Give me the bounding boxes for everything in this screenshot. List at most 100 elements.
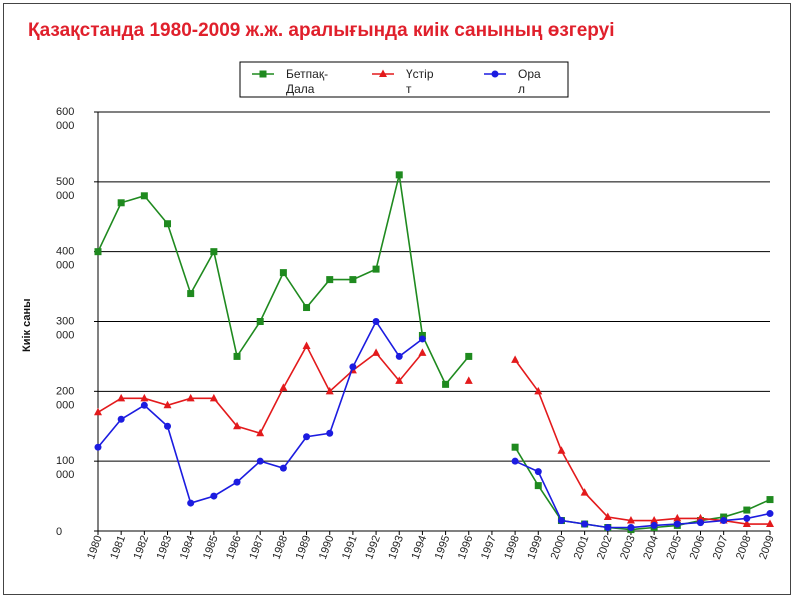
series-line <box>514 460 771 529</box>
series-Үстірт <box>94 341 774 528</box>
data-point <box>395 171 403 179</box>
data-point <box>256 318 264 325</box>
x-tick-label: 1983 <box>155 534 175 561</box>
x-tick-label: 1992 <box>363 534 383 561</box>
x-tick-label: 1996 <box>456 534 476 561</box>
legend-entry-label-line2: т <box>406 82 412 96</box>
y-tick-label-line2: 000 <box>56 330 74 342</box>
data-point <box>534 468 542 476</box>
y-tick-label: 0 <box>56 526 62 538</box>
legend-entry-label: Ора <box>518 67 541 81</box>
data-point <box>140 192 148 200</box>
x-tick-label: 1997 <box>479 534 499 561</box>
y-tick-label-line2: 000 <box>56 260 74 272</box>
x-tick-label: 2001 <box>572 534 592 561</box>
y-tick-label-line2: 000 <box>56 120 74 132</box>
y-tick-labels: 0 100 000 200 000 300 000 400 000 500 000 600 000 <box>56 106 74 538</box>
series-group <box>94 171 774 534</box>
legend-swatch-marker <box>491 70 499 78</box>
data-point <box>117 199 125 207</box>
y-tick-label-line2: 000 <box>56 399 74 411</box>
data-point <box>743 506 751 514</box>
x-tick-label: 1998 <box>502 534 522 561</box>
data-point <box>743 514 751 522</box>
y-tick-label-line2: 000 <box>56 469 74 481</box>
data-point <box>279 383 288 391</box>
x-tick-label: 1984 <box>178 534 198 561</box>
data-point <box>279 464 287 472</box>
data-point <box>395 352 403 360</box>
series-line <box>97 319 423 505</box>
y-axis-label: Киік саны <box>21 298 33 352</box>
data-point <box>302 341 311 349</box>
data-point <box>766 510 774 518</box>
data-point <box>326 429 334 437</box>
x-tick-label: 1991 <box>340 534 360 561</box>
y-tick-label-line2: 000 <box>56 190 74 202</box>
data-point <box>603 512 612 521</box>
x-tick-label: 1995 <box>433 534 453 561</box>
y-tick-label: 600 <box>56 106 74 118</box>
x-tick-label: 2000 <box>549 534 569 561</box>
chart-title: Қазақстанда 1980-2009 ж.ж. аралығында ки… <box>28 20 615 41</box>
x-tick-label: 1986 <box>224 534 244 561</box>
data-point <box>164 220 172 228</box>
data-point <box>557 517 565 525</box>
axes <box>94 111 771 535</box>
legend-box <box>239 61 569 98</box>
data-point <box>210 248 218 256</box>
data-point <box>604 524 612 532</box>
data-point <box>209 393 218 402</box>
data-point <box>94 443 102 451</box>
series-line <box>97 174 470 386</box>
data-point <box>117 415 125 423</box>
x-tick-label: 1993 <box>386 534 406 561</box>
x-tick-label: 1980 <box>85 534 105 561</box>
data-point <box>696 513 705 522</box>
x-tick-label: 2003 <box>618 534 638 561</box>
data-point <box>580 488 589 496</box>
data-point <box>94 248 102 256</box>
x-tick-label: 2002 <box>595 534 615 561</box>
data-point <box>742 519 751 528</box>
x-tick-label: 2004 <box>641 534 661 561</box>
data-point <box>511 443 519 451</box>
data-point <box>210 492 218 500</box>
series-Орал <box>94 318 774 532</box>
y-tick-label: 400 <box>56 246 74 258</box>
legend-entry-label-line2: л <box>518 82 525 96</box>
data-point <box>534 386 543 395</box>
data-point <box>140 393 149 402</box>
data-point <box>673 520 681 528</box>
x-tick-label: 1994 <box>410 534 430 561</box>
data-point <box>94 407 102 416</box>
data-point <box>534 482 542 490</box>
series-line <box>514 359 770 525</box>
data-point <box>465 352 473 360</box>
legend-entry-label: Үстір <box>406 67 434 81</box>
data-point <box>117 393 126 402</box>
x-tick-label: 1987 <box>247 534 267 561</box>
x-tick-label: 1982 <box>132 534 152 561</box>
data-point <box>673 513 682 522</box>
x-tick-label: 2007 <box>711 534 731 561</box>
data-point <box>395 376 404 384</box>
y-tick-label: 300 <box>56 316 74 328</box>
data-point <box>349 363 357 371</box>
data-point <box>187 499 195 507</box>
x-tick-label: 2006 <box>688 534 708 561</box>
legend-entry-label: Бетпақ- <box>286 67 328 81</box>
data-point <box>650 516 659 524</box>
data-point <box>164 422 172 430</box>
data-point <box>372 348 381 356</box>
legend-swatch-marker <box>379 69 387 77</box>
data-point <box>256 428 265 437</box>
series-Бетпақ-Дала <box>94 171 774 534</box>
data-point <box>326 276 334 284</box>
data-point <box>581 520 589 528</box>
series-line <box>97 344 424 435</box>
data-point <box>256 457 264 465</box>
data-point <box>766 496 774 504</box>
y-tick-label: 500 <box>56 176 74 188</box>
